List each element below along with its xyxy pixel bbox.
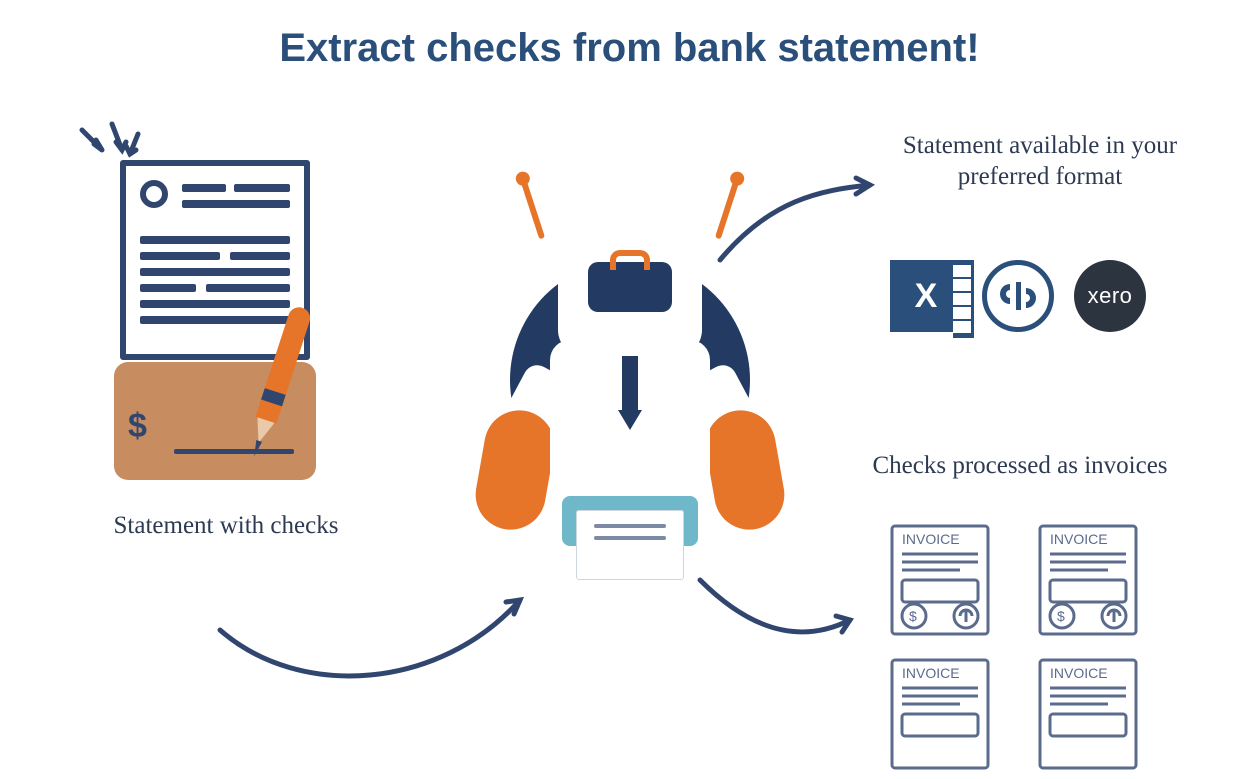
excel-icon: X — [890, 260, 962, 332]
invoice-icon: INVOICE $ — [1028, 520, 1148, 640]
antenna-right-icon — [715, 181, 739, 240]
emphasis-arrows-icon — [72, 120, 152, 190]
briefcase-icon — [610, 250, 650, 270]
robot-arm-right — [700, 405, 790, 535]
svg-text:$: $ — [909, 608, 917, 624]
format-icons-row: X xero — [890, 260, 1146, 332]
robot-head — [558, 246, 702, 356]
formats-caption: Statement available in your preferred fo… — [890, 130, 1190, 193]
svg-text:INVOICE: INVOICE — [1050, 665, 1108, 681]
dollar-sign-icon: $ — [128, 407, 147, 446]
invoice-icon: INVOICE $ — [880, 520, 1000, 640]
output-paper-icon — [576, 510, 684, 580]
document-icon — [120, 160, 310, 360]
invoice-icon: INVOICE — [1028, 654, 1148, 774]
page-title: Extract checks from bank statement! — [0, 26, 1259, 71]
invoice-grid: INVOICE $ INVOICE $ INVOICE INVOICE — [880, 520, 1148, 774]
robot-illustration — [470, 210, 790, 570]
statement-caption: Statement with checks — [96, 510, 356, 541]
svg-text:INVOICE: INVOICE — [902, 665, 960, 681]
invoice-icon: INVOICE — [880, 654, 1000, 774]
quickbooks-icon — [982, 260, 1054, 332]
antenna-left-icon — [521, 181, 545, 240]
xero-icon: xero — [1074, 260, 1146, 332]
statement-illustration: $ — [120, 160, 310, 480]
svg-text:INVOICE: INVOICE — [902, 531, 960, 547]
svg-text:INVOICE: INVOICE — [1050, 531, 1108, 547]
svg-text:$: $ — [1057, 608, 1065, 624]
invoices-caption: Checks processed as invoices — [860, 450, 1180, 481]
robot-arm-left — [470, 405, 560, 535]
